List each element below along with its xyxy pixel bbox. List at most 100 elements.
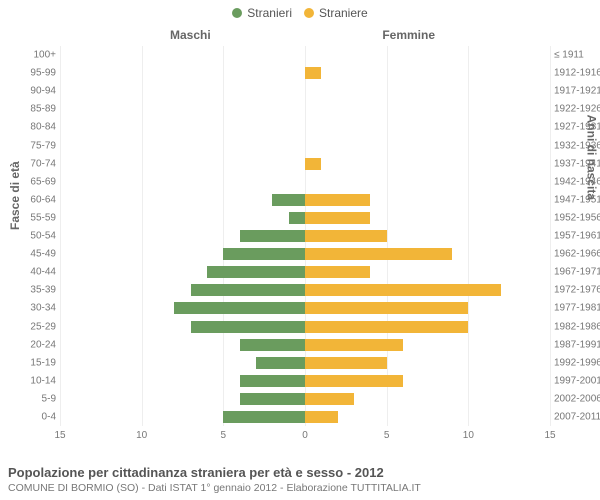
- age-label: 10-14: [22, 375, 56, 386]
- gridline: [550, 46, 551, 426]
- birth-label: 1982-1986: [554, 321, 600, 332]
- bar-male: [272, 194, 305, 206]
- bar-female: [305, 321, 468, 333]
- bar-female: [305, 339, 403, 351]
- footer-subtitle: COMUNE DI BORMIO (SO) - Dati ISTAT 1° ge…: [8, 482, 421, 494]
- birth-label: 1937-1941: [554, 158, 600, 169]
- birth-label: 1957-1961: [554, 231, 600, 242]
- age-label: 0-4: [22, 412, 56, 423]
- age-label: 15-19: [22, 357, 56, 368]
- x-tick: 15: [54, 430, 65, 441]
- x-tick: 15: [544, 430, 555, 441]
- age-row: 40-441967-1971: [60, 263, 550, 281]
- birth-label: 1992-1996: [554, 357, 600, 368]
- bar-male: [256, 357, 305, 369]
- legend-item-female: Straniere: [304, 6, 368, 20]
- age-label: 45-49: [22, 249, 56, 260]
- birth-label: 1952-1956: [554, 212, 600, 223]
- bar-female: [305, 67, 321, 79]
- legend-dot-male: [232, 8, 242, 18]
- age-label: 80-84: [22, 122, 56, 133]
- age-label: 55-59: [22, 212, 56, 223]
- bar-female: [305, 375, 403, 387]
- age-label: 50-54: [22, 231, 56, 242]
- bar-male: [223, 411, 305, 423]
- age-row: 35-391972-1976: [60, 281, 550, 299]
- bar-female: [305, 194, 370, 206]
- birth-label: 2002-2006: [554, 393, 600, 404]
- age-row: 80-841927-1931: [60, 118, 550, 136]
- age-label: 100+: [22, 50, 56, 61]
- age-row: 30-341977-1981: [60, 299, 550, 317]
- age-label: 60-64: [22, 194, 56, 205]
- birth-label: 1917-1921: [554, 86, 600, 97]
- bar-female: [305, 393, 354, 405]
- bar-female: [305, 357, 387, 369]
- pyramid-chart: Maschi Femmine 100+≤ 191195-991912-19169…: [60, 28, 550, 448]
- legend-item-male: Stranieri: [232, 6, 292, 20]
- bar-female: [305, 411, 338, 423]
- bar-male: [191, 321, 305, 333]
- age-label: 75-79: [22, 140, 56, 151]
- bar-male: [207, 266, 305, 278]
- age-row: 45-491962-1966: [60, 245, 550, 263]
- bar-male: [174, 302, 305, 314]
- birth-label: 1967-1971: [554, 267, 600, 278]
- birth-label: 1977-1981: [554, 303, 600, 314]
- bar-female: [305, 302, 468, 314]
- legend-dot-female: [304, 8, 314, 18]
- age-label: 95-99: [22, 68, 56, 79]
- age-row: 65-691942-1946: [60, 173, 550, 191]
- age-label: 65-69: [22, 176, 56, 187]
- footer-title: Popolazione per cittadinanza straniera p…: [8, 465, 421, 480]
- x-tick: 10: [463, 430, 474, 441]
- age-row: 85-891922-1926: [60, 100, 550, 118]
- legend-label-female: Straniere: [319, 6, 368, 20]
- birth-label: 1987-1991: [554, 339, 600, 350]
- x-tick: 0: [302, 430, 308, 441]
- age-row: 50-541957-1961: [60, 227, 550, 245]
- bar-female: [305, 158, 321, 170]
- chart-footer: Popolazione per cittadinanza straniera p…: [8, 465, 421, 494]
- birth-label: 1927-1931: [554, 122, 600, 133]
- bar-female: [305, 212, 370, 224]
- bar-male: [240, 393, 305, 405]
- age-label: 20-24: [22, 339, 56, 350]
- age-row: 20-241987-1991: [60, 336, 550, 354]
- bar-male: [240, 230, 305, 242]
- x-axis: 15105051015: [60, 430, 550, 444]
- age-row: 100+≤ 1911: [60, 46, 550, 64]
- age-row: 55-591952-1956: [60, 209, 550, 227]
- bar-male: [240, 375, 305, 387]
- age-row: 90-941917-1921: [60, 82, 550, 100]
- bar-female: [305, 230, 387, 242]
- plot-area: 100+≤ 191195-991912-191690-941917-192185…: [60, 46, 550, 426]
- age-row: 0-42007-2011: [60, 408, 550, 426]
- birth-label: 1947-1951: [554, 194, 600, 205]
- birth-label: ≤ 1911: [554, 50, 600, 61]
- bar-male: [240, 339, 305, 351]
- birth-label: 2007-2011: [554, 412, 600, 423]
- bar-female: [305, 248, 452, 260]
- age-label: 70-74: [22, 158, 56, 169]
- age-row: 70-741937-1941: [60, 155, 550, 173]
- birth-label: 1942-1946: [554, 176, 600, 187]
- bar-male: [191, 284, 305, 296]
- side-title-female: Femmine: [382, 28, 435, 42]
- x-tick: 5: [221, 430, 227, 441]
- age-label: 40-44: [22, 267, 56, 278]
- age-label: 90-94: [22, 86, 56, 97]
- side-title-male: Maschi: [170, 28, 211, 42]
- age-label: 25-29: [22, 321, 56, 332]
- age-label: 35-39: [22, 285, 56, 296]
- bar-female: [305, 284, 501, 296]
- x-tick: 10: [136, 430, 147, 441]
- bar-male: [289, 212, 305, 224]
- age-row: 95-991912-1916: [60, 64, 550, 82]
- age-label: 85-89: [22, 104, 56, 115]
- birth-label: 1912-1916: [554, 68, 600, 79]
- legend-label-male: Stranieri: [247, 6, 292, 20]
- age-label: 30-34: [22, 303, 56, 314]
- legend: Stranieri Straniere: [0, 0, 600, 20]
- birth-label: 1932-1936: [554, 140, 600, 151]
